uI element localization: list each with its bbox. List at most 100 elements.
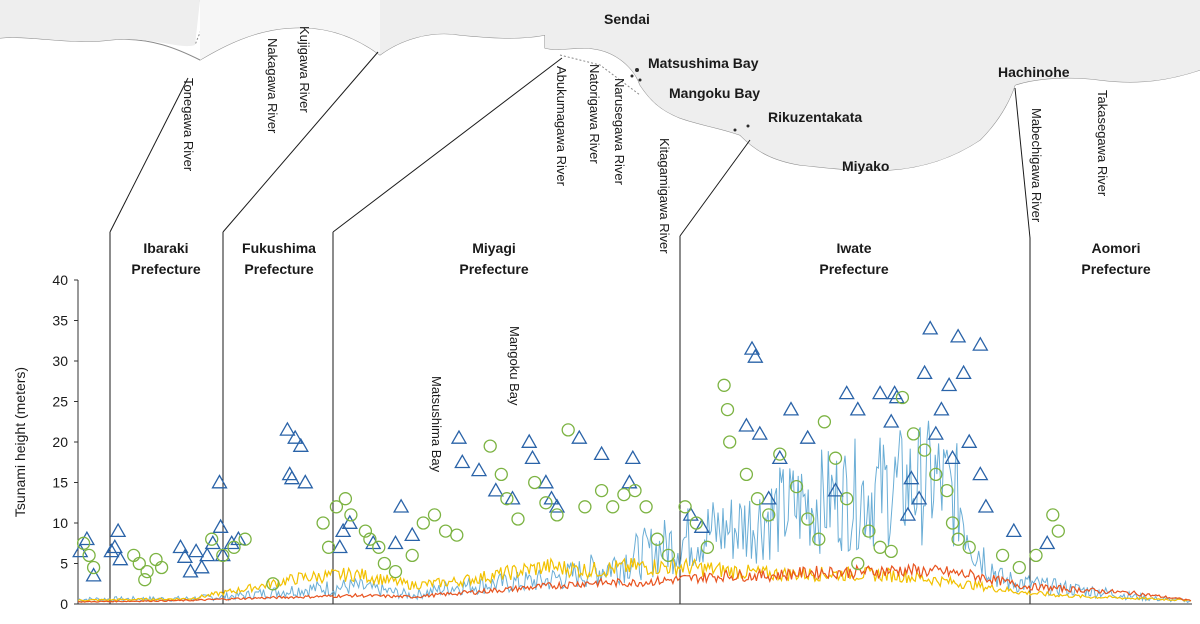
circle-point — [639, 500, 653, 514]
map-fill — [0, 0, 1200, 171]
annotation-matsushima-bay: Matsushima Bay — [429, 376, 444, 473]
city-hachinohe: Hachinohe — [998, 64, 1070, 80]
circle-point — [578, 500, 592, 514]
circle-point — [388, 564, 403, 579]
circle-point — [138, 573, 152, 587]
triangle-point — [933, 401, 950, 416]
triangle-point — [279, 421, 296, 436]
city-miyako: Miyako — [842, 158, 889, 174]
circle-point — [617, 487, 631, 502]
triangle-point — [331, 538, 348, 554]
circle-point — [1029, 548, 1043, 563]
triangle-point — [211, 474, 228, 489]
series-line-yellow — [77, 557, 1192, 602]
triangle-point — [977, 498, 995, 513]
triangle-point — [738, 417, 755, 432]
triangle-point — [771, 449, 788, 465]
circle-point — [762, 508, 776, 522]
circle-point — [363, 532, 377, 546]
triangle-point — [212, 518, 229, 533]
circle-point — [750, 492, 765, 506]
circle-point — [628, 483, 642, 498]
triangle-point — [106, 538, 123, 554]
data-markers — [72, 320, 1065, 591]
circle-point — [1051, 524, 1065, 538]
circle-point — [650, 532, 664, 546]
triangle-point — [470, 462, 488, 477]
triangle-point — [109, 522, 127, 538]
triangle-point — [281, 466, 298, 481]
circle-point — [149, 552, 163, 567]
pref-ibaraki-name: Ibaraki — [143, 240, 188, 256]
circle-point — [995, 548, 1010, 563]
y-ticks: 0 5 10 15 20 25 30 35 40 — [52, 272, 78, 612]
circle-point — [372, 540, 386, 554]
prefecture-labels: Ibaraki Prefecture Fukushima Prefecture … — [131, 240, 1150, 277]
triangle-point — [760, 490, 777, 505]
triangle-point — [404, 526, 421, 542]
triangle-point — [910, 490, 928, 505]
circle-point — [789, 479, 804, 494]
circle-point — [561, 423, 575, 437]
triangle-point — [849, 401, 866, 416]
triangle-point — [524, 449, 541, 465]
triangle-point — [782, 401, 800, 416]
circle-point — [739, 467, 754, 482]
triangle-point — [871, 385, 889, 400]
data-lines — [77, 420, 1192, 604]
circle-point — [528, 475, 542, 490]
triangle-point — [940, 376, 958, 392]
triangle-point — [743, 340, 761, 355]
circle-point — [895, 390, 910, 405]
triangle-point — [883, 413, 900, 428]
triangle-point — [571, 429, 588, 444]
leader-lines — [109, 51, 1031, 604]
circle-point — [945, 516, 960, 530]
triangle-point — [944, 449, 961, 465]
triangle-point — [78, 530, 96, 546]
triangle-point — [392, 498, 410, 513]
river-mabechigawa: Mabechigawa River — [1029, 108, 1044, 223]
city-matsushima-bay: Matsushima Bay — [648, 55, 759, 71]
triangle-point — [548, 498, 566, 513]
circle-point — [851, 556, 865, 571]
y-axis-title: Tsunami height (meters) — [12, 367, 28, 517]
circle-point — [416, 516, 430, 530]
triangle-point — [916, 364, 933, 380]
city-rikuzentakata: Rikuzentakata — [768, 109, 862, 125]
circle-point — [140, 564, 154, 579]
circle-point — [127, 548, 141, 563]
triangle-point — [972, 466, 989, 481]
y-tick-label: 0 — [60, 596, 68, 612]
circle-point — [720, 402, 735, 417]
triangle-point — [487, 482, 504, 497]
circle-point — [227, 540, 241, 554]
pref-iwate-suffix: Prefecture — [819, 261, 888, 277]
triangle-point — [193, 559, 210, 574]
circle-point — [427, 508, 442, 522]
triangle-point — [888, 389, 905, 404]
pref-miyagi-suffix: Prefecture — [459, 261, 528, 277]
river-abukumagawa: Abukumagawa River — [554, 66, 569, 187]
circle-point — [154, 560, 169, 575]
circle-point — [494, 467, 508, 482]
river-narusegawa: Narusegawa River — [612, 78, 627, 186]
circle-point — [678, 500, 692, 514]
river-kitagamigawa: Kitagamigawa River — [657, 138, 672, 254]
river-takasegawa: Takasegawa River — [1095, 90, 1110, 197]
triangle-point — [287, 429, 304, 444]
circle-point — [329, 500, 344, 514]
circle-point — [817, 415, 832, 429]
triangle-point — [927, 425, 944, 440]
triangle-point — [827, 482, 844, 497]
circle-point — [539, 496, 553, 510]
y-tick-label: 20 — [52, 434, 68, 450]
y-tick-label: 5 — [60, 556, 68, 572]
triangle-point — [747, 348, 764, 363]
series-line-orange — [77, 562, 1192, 603]
triangle-point — [593, 445, 610, 461]
triangle-point — [693, 518, 710, 533]
pref-ibaraki-suffix: Prefecture — [131, 261, 200, 277]
triangle-point — [85, 567, 102, 582]
